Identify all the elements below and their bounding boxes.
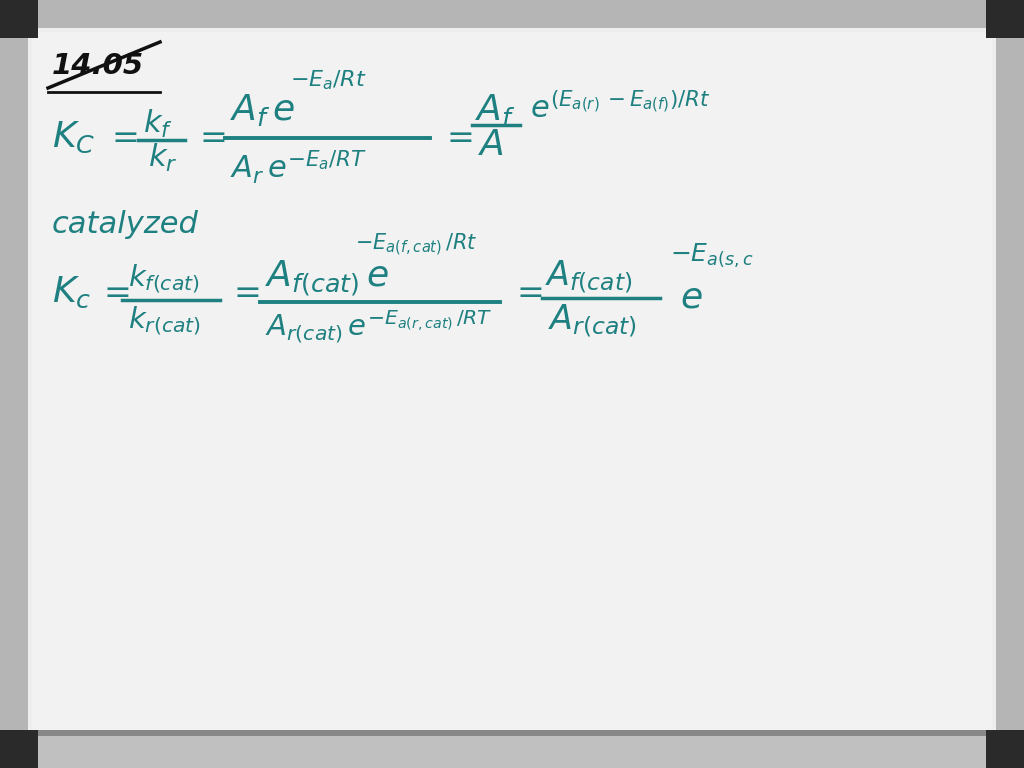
Bar xyxy=(986,0,1024,38)
Text: $A_{f(cat)}$: $A_{f(cat)}$ xyxy=(545,258,633,295)
Text: $A$: $A$ xyxy=(478,128,504,162)
Text: $K_c$: $K_c$ xyxy=(52,275,91,310)
Text: $A_f$: $A_f$ xyxy=(475,92,516,128)
Text: $=$: $=$ xyxy=(440,120,473,153)
Text: $A_{r(cat)}$: $A_{r(cat)}$ xyxy=(548,302,637,339)
Text: $=$: $=$ xyxy=(193,120,226,153)
Bar xyxy=(0,730,1024,768)
Text: $-E_{a(s,c}$: $-E_{a(s,c}$ xyxy=(670,242,754,270)
Text: $k_{f(cat)}$: $k_{f(cat)}$ xyxy=(128,262,200,295)
Text: $-E_a/Rt$: $-E_a/Rt$ xyxy=(290,68,367,91)
Text: $k_f$: $k_f$ xyxy=(143,108,173,140)
Text: $e^{(E_{a(r)}\,-E_{a(f)})/Rt}$: $e^{(E_{a(r)}\,-E_{a(f)})/Rt}$ xyxy=(530,92,711,124)
Text: $=$: $=$ xyxy=(510,275,543,308)
Text: $-E_{a(f,cat)}\,/Rt$: $-E_{a(f,cat)}\,/Rt$ xyxy=(355,232,477,259)
Text: $A_r \, e^{-E_a/RT}$: $A_r \, e^{-E_a/RT}$ xyxy=(230,148,367,186)
Bar xyxy=(0,0,38,38)
Text: $e$: $e$ xyxy=(680,280,702,314)
Text: $=$: $=$ xyxy=(97,275,130,308)
Bar xyxy=(0,730,1024,736)
Text: $k_{r(cat)}$: $k_{r(cat)}$ xyxy=(128,304,201,337)
Text: $k_r$: $k_r$ xyxy=(148,142,177,174)
Text: $A_{f(cat)}\,e$: $A_{f(cat)}\,e$ xyxy=(265,258,389,297)
Text: $=$: $=$ xyxy=(227,275,260,308)
Bar xyxy=(986,730,1024,768)
Text: catalyzed: catalyzed xyxy=(52,210,199,239)
Text: $=$: $=$ xyxy=(105,120,138,153)
Text: $A_{r(cat)}\,e^{-E_{a(r,cat)}\,/RT}$: $A_{r(cat)}\,e^{-E_{a(r,cat)}\,/RT}$ xyxy=(265,308,493,345)
Text: $A_f \, e$: $A_f \, e$ xyxy=(230,92,295,128)
Text: 14.05: 14.05 xyxy=(52,52,144,80)
Bar xyxy=(0,730,38,768)
Text: $K_C$: $K_C$ xyxy=(52,120,95,155)
